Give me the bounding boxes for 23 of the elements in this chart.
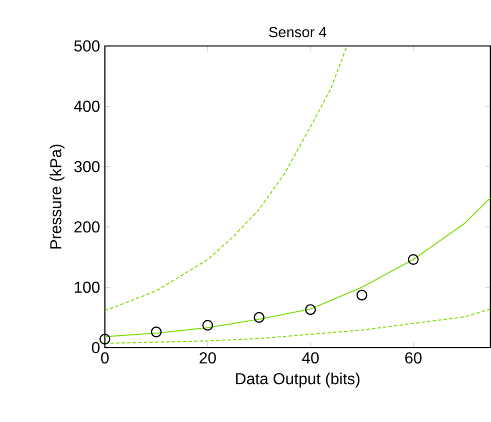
point bbox=[356, 289, 368, 300]
x-tick-label: 60 bbox=[405, 352, 422, 364]
point bbox=[305, 304, 316, 315]
y-tick-label: 200 bbox=[74, 221, 100, 232]
line-series bbox=[104, 46, 348, 312]
y-tick-label: 500 bbox=[74, 40, 100, 52]
y-tick-label: 100 bbox=[74, 281, 100, 293]
point bbox=[100, 334, 110, 344]
x-tick-label: 0 bbox=[101, 352, 109, 364]
line-series bbox=[104, 308, 490, 344]
y-tick-label: 300 bbox=[74, 160, 100, 172]
y-axis-title: Pressure (kPa) bbox=[50, 144, 65, 248]
line-series bbox=[104, 197, 490, 338]
x-axis-title: Data Output (bits) bbox=[236, 372, 360, 388]
chart-title: Sensor 4 bbox=[269, 26, 326, 38]
point bbox=[150, 326, 162, 338]
y-tick-label: 0 bbox=[92, 342, 100, 353]
y-tick-label: 400 bbox=[74, 100, 100, 112]
point bbox=[408, 254, 419, 265]
x-tick-label: 20 bbox=[200, 352, 216, 364]
x-tick-label: 40 bbox=[302, 352, 319, 364]
point bbox=[202, 320, 214, 330]
point bbox=[254, 312, 264, 323]
